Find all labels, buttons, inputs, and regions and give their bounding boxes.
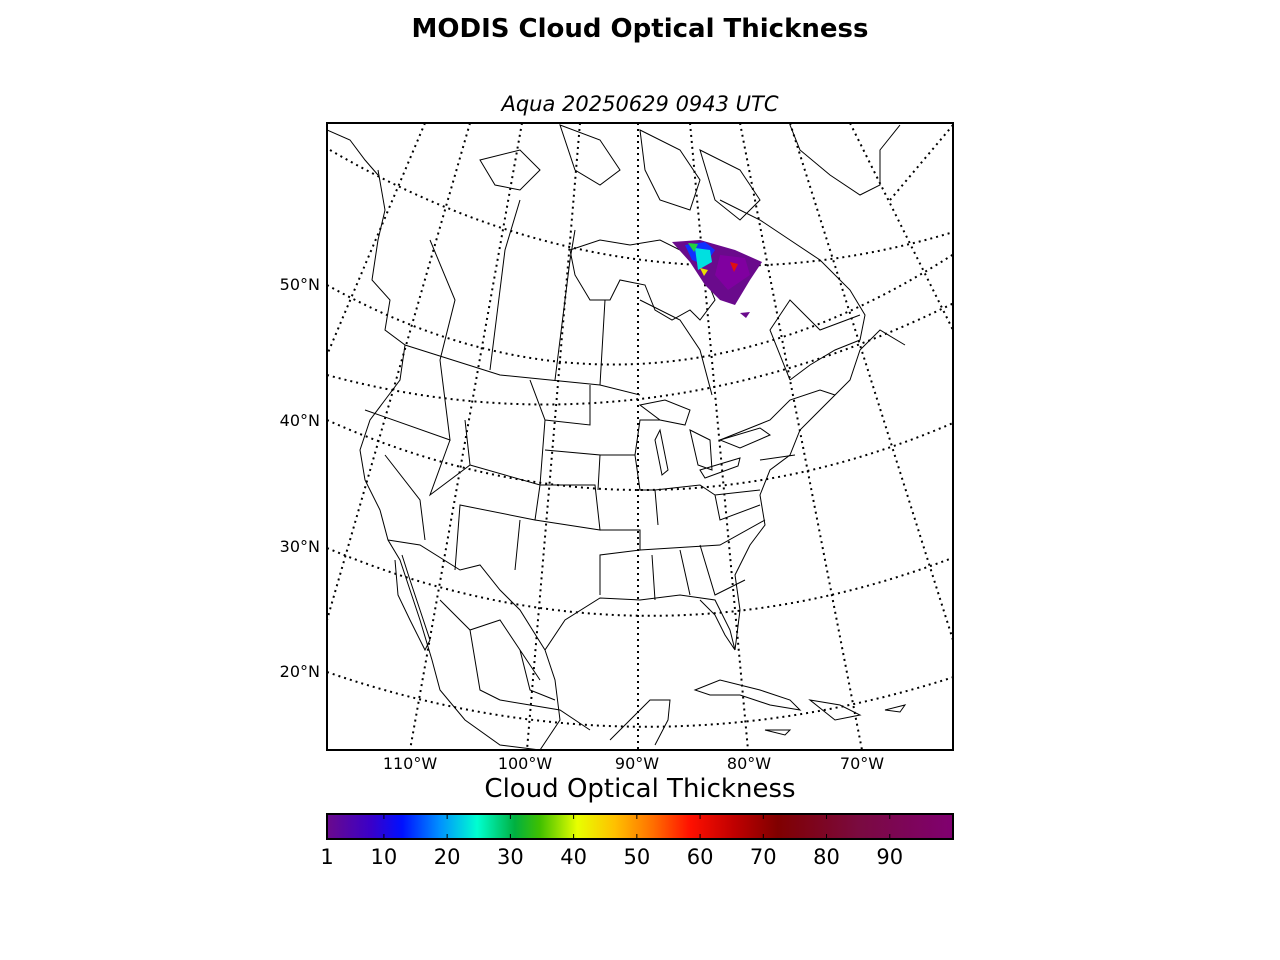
- cloud-swath-green: [688, 243, 698, 252]
- great-lakes: [638, 399, 772, 479]
- lon-label-90w: 90°W: [615, 754, 659, 773]
- labrador-coastline: [719, 199, 866, 381]
- colorbar-tick-label: 10: [371, 845, 398, 869]
- lon-label-110w: 110°W: [383, 754, 438, 773]
- pacific-coastline: [359, 169, 541, 750]
- colorbar-tick-label: 70: [750, 845, 777, 869]
- colorbar-tick-label: 90: [876, 845, 903, 869]
- lon-label-80w: 80°W: [727, 754, 771, 773]
- mexico-state-lines: [439, 599, 591, 731]
- lon-line-40: [889, 124, 953, 201]
- map-frame: [326, 122, 954, 751]
- lon-line-60: [789, 123, 953, 641]
- hudson-bay-coastline: [569, 239, 716, 321]
- atlantic-coastline: [734, 329, 906, 651]
- us-canada-border: [404, 344, 641, 396]
- greenland-coastline: [789, 124, 901, 196]
- map-subtitle: Aqua 20250629 0943 UTC: [501, 92, 779, 116]
- lon-line-70: [739, 123, 863, 750]
- colorbar: 1 10 20 30 40 50 60 70 80 90: [320, 813, 954, 869]
- cloud-swath-violet: [715, 255, 750, 290]
- colorbar-ticks: [326, 814, 891, 839]
- us-canada-border-east: [719, 389, 836, 441]
- lon-label-70w: 70°W: [840, 754, 884, 773]
- lat-label-50: 50°N: [280, 275, 320, 294]
- lat-label-30: 30°N: [280, 537, 320, 556]
- lon-label-100w: 100°W: [498, 754, 553, 773]
- arctic-islands: [479, 124, 761, 221]
- colorbar-tick-label: 80: [813, 845, 840, 869]
- alaska-coastline: [327, 129, 379, 176]
- lat-label-20: 20°N: [280, 662, 320, 681]
- lon-line-50: [849, 123, 953, 331]
- colorbar-tick-label: 30: [497, 845, 524, 869]
- cloud-swath-red: [730, 262, 738, 272]
- lat-label-40: 40°N: [280, 411, 320, 430]
- colorbar-tick-label: 1: [320, 845, 333, 869]
- colorbar-label: Cloud Optical Thickness: [484, 774, 796, 804]
- coastlines: [327, 124, 907, 750]
- gulf-coastline: [539, 594, 736, 750]
- colorbar-tick-label: 40: [560, 845, 587, 869]
- map-area: [327, 123, 953, 750]
- cloud-swath: [672, 240, 762, 318]
- colorbar-tick-label: 60: [687, 845, 714, 869]
- lon-line-115: [327, 123, 471, 621]
- cloud-swath-cyan: [695, 248, 712, 270]
- state-lines-east: [599, 419, 796, 601]
- cloud-swath-spot: [740, 312, 750, 318]
- colorbar-tick-label: 50: [623, 845, 650, 869]
- map-title: MODIS Cloud Optical Thickness: [411, 14, 869, 44]
- cloud-swath-yellow: [700, 268, 708, 276]
- colorbar-tick-labels: 1 10 20 30 40 50 60 70 80 90: [320, 845, 903, 869]
- caribbean-islands: [693, 679, 907, 736]
- baja-coastline: [394, 554, 431, 652]
- political-borders: [364, 199, 861, 731]
- yucatan-coastline: [609, 699, 671, 746]
- us-mexico-border: [387, 539, 546, 651]
- province-lines: [429, 199, 861, 396]
- lon-line-110: [409, 123, 523, 750]
- colorbar-gradient: [326, 813, 954, 840]
- colorbar-tick-label: 20: [434, 845, 461, 869]
